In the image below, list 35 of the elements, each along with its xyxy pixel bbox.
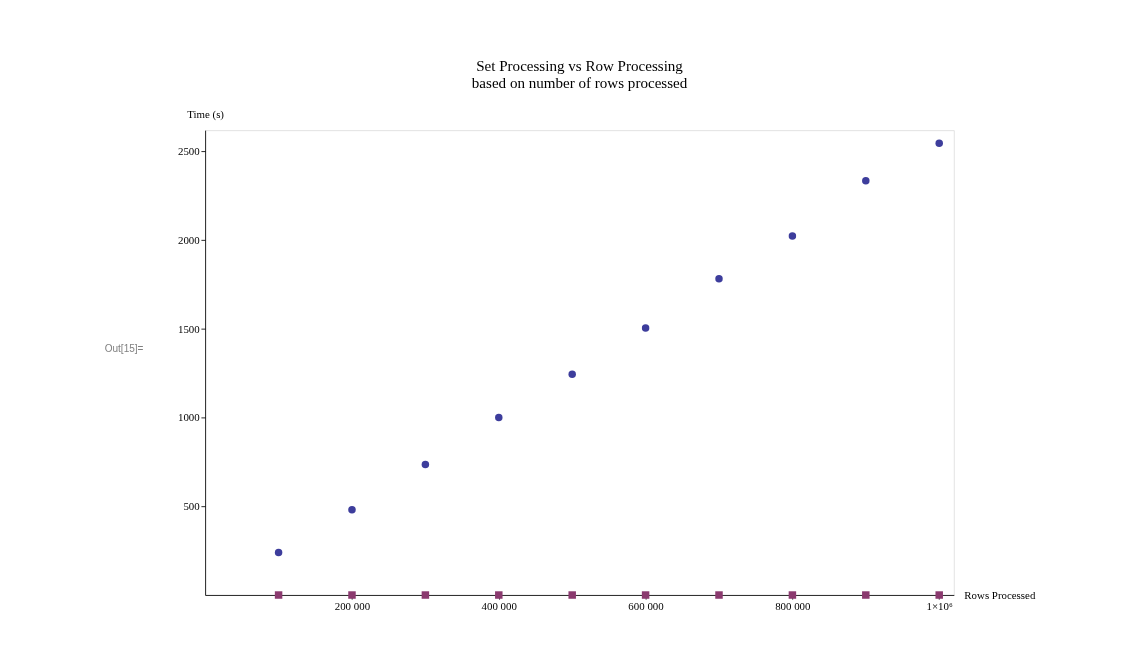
point — [274, 591, 283, 599]
point — [495, 413, 503, 422]
point — [788, 591, 797, 599]
x-tick-label: 800 000 — [775, 599, 812, 612]
text: Out[15]= — [104, 343, 144, 355]
point — [568, 370, 576, 378]
point — [495, 591, 503, 599]
point — [348, 591, 356, 599]
y-tick-label: 500 — [183, 500, 201, 513]
point — [715, 591, 723, 599]
y-tick-label: 1000 — [177, 411, 201, 424]
chart-subtitle: based on number of rows processed — [471, 74, 688, 91]
point — [641, 591, 650, 599]
point — [348, 505, 356, 514]
point — [862, 591, 870, 599]
point — [568, 591, 576, 599]
y-axis-title: Time (s) — [187, 108, 225, 122]
y-tick-label: 2000 — [177, 233, 201, 246]
y-tick-label: 1500 — [177, 322, 201, 335]
point — [862, 177, 870, 185]
point — [421, 591, 430, 599]
point — [788, 232, 797, 240]
x-tick-label: 400 000 — [481, 599, 518, 612]
x-tick-label: 1×10⁶ — [926, 599, 953, 612]
point — [274, 548, 283, 557]
chart-title: Set Processing vs Row Processing — [476, 57, 684, 74]
x-axis-title: Rows Processed — [964, 588, 1036, 601]
point — [641, 324, 650, 332]
x-tick-label: 200 000 — [334, 599, 371, 612]
point — [421, 460, 430, 469]
point — [935, 591, 943, 599]
y-tick-label: 2500 — [177, 145, 201, 158]
point — [935, 139, 943, 147]
point — [715, 274, 723, 283]
x-tick-label: 600 000 — [628, 599, 665, 612]
